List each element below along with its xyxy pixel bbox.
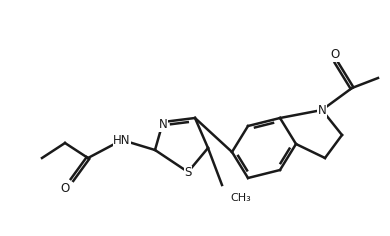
Text: HN: HN bbox=[113, 134, 131, 147]
Text: S: S bbox=[184, 167, 192, 180]
Text: N: N bbox=[317, 105, 326, 118]
Text: O: O bbox=[330, 49, 340, 62]
Text: O: O bbox=[60, 181, 70, 194]
Text: N: N bbox=[159, 118, 167, 131]
Text: CH₃: CH₃ bbox=[230, 193, 251, 203]
